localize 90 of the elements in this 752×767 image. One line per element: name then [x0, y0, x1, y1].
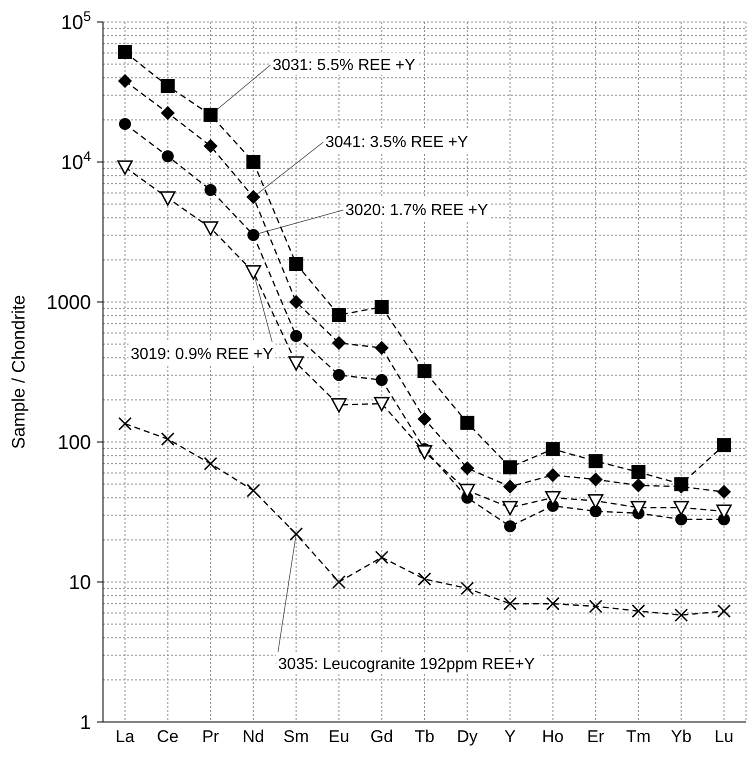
x-tick-label: Er — [587, 727, 604, 746]
point — [631, 465, 646, 480]
point — [546, 442, 560, 456]
point — [204, 108, 218, 122]
point — [162, 150, 174, 162]
point — [673, 500, 689, 516]
y-tick-label: 10 — [68, 572, 91, 594]
point — [119, 118, 131, 130]
point — [504, 520, 516, 532]
annotation: 3041: 3.5% REE +Y — [325, 134, 468, 152]
point — [674, 608, 688, 622]
point — [246, 190, 260, 204]
point — [418, 412, 432, 426]
point — [588, 454, 603, 468]
point — [332, 308, 346, 322]
point — [546, 468, 560, 482]
point — [717, 604, 731, 618]
point — [118, 45, 132, 60]
point — [418, 364, 432, 378]
point — [588, 472, 603, 486]
point — [246, 155, 260, 169]
point — [289, 527, 303, 541]
point — [160, 106, 175, 120]
x-tick-label: Tm — [626, 727, 651, 746]
point — [332, 336, 346, 350]
y-tick-label: 10$^{4}$ — [60, 148, 92, 174]
x-tick-label: Tb — [414, 727, 434, 746]
x-tick-label: Ce — [156, 727, 179, 746]
annotation: 3019: 0.9% REE +Y — [130, 346, 274, 363]
point — [546, 596, 560, 610]
y-tick-label: 100 — [58, 432, 91, 454]
point — [204, 139, 218, 154]
x-tick-label: Eu — [328, 727, 350, 746]
point — [289, 295, 304, 309]
point — [416, 445, 432, 460]
x-tick-label: Y — [504, 727, 516, 746]
x-tick-label: Pr — [202, 727, 220, 746]
point — [118, 417, 132, 431]
point — [204, 456, 218, 470]
point — [717, 438, 731, 452]
point — [332, 369, 345, 381]
point — [246, 265, 262, 280]
x-tick-label: Gd — [370, 727, 394, 746]
point — [374, 340, 389, 355]
y-tick-label: 1 — [80, 712, 91, 734]
point — [290, 330, 302, 342]
point — [374, 396, 390, 412]
annotation: 3020: 1.7% REE +Y — [345, 202, 488, 219]
point — [374, 300, 389, 314]
point — [590, 505, 602, 518]
point — [288, 356, 304, 371]
y-tick-label: 1000 — [46, 292, 91, 314]
point — [502, 500, 518, 516]
x-tick-label: Yb — [670, 727, 692, 746]
point — [632, 604, 646, 618]
point — [202, 221, 218, 236]
point — [460, 582, 474, 596]
point — [160, 191, 176, 206]
x-tick-label: Nd — [242, 727, 264, 746]
annotation: 3035: Leucogranite 192ppm REE+Y — [278, 656, 536, 674]
point — [289, 256, 304, 271]
point — [631, 478, 646, 492]
x-tick-label: Lu — [714, 727, 734, 746]
point — [117, 160, 133, 175]
point — [118, 74, 132, 88]
point — [503, 480, 518, 494]
point — [376, 374, 388, 386]
y-tick-label: 10$^{5}$ — [60, 8, 92, 34]
point — [246, 484, 260, 498]
point — [503, 596, 517, 610]
point — [332, 575, 346, 589]
point — [161, 432, 175, 446]
x-tick-label: Dy — [456, 727, 478, 746]
point — [503, 460, 518, 474]
point — [331, 398, 347, 413]
point — [418, 572, 432, 586]
point — [460, 461, 474, 476]
x-tick-label: Ho — [542, 727, 564, 746]
point — [204, 184, 217, 196]
point — [675, 513, 688, 526]
x-tick-label: Sm — [283, 727, 309, 746]
point — [247, 229, 260, 241]
point — [588, 600, 602, 614]
x-tick-label: La — [116, 727, 135, 746]
point — [160, 79, 175, 94]
point — [374, 550, 388, 564]
annotation: 3031: 5.5% REE +Y — [272, 56, 416, 74]
y-axis-title: Sample / Chondrite — [8, 294, 28, 450]
point — [460, 416, 474, 430]
point — [717, 484, 731, 499]
